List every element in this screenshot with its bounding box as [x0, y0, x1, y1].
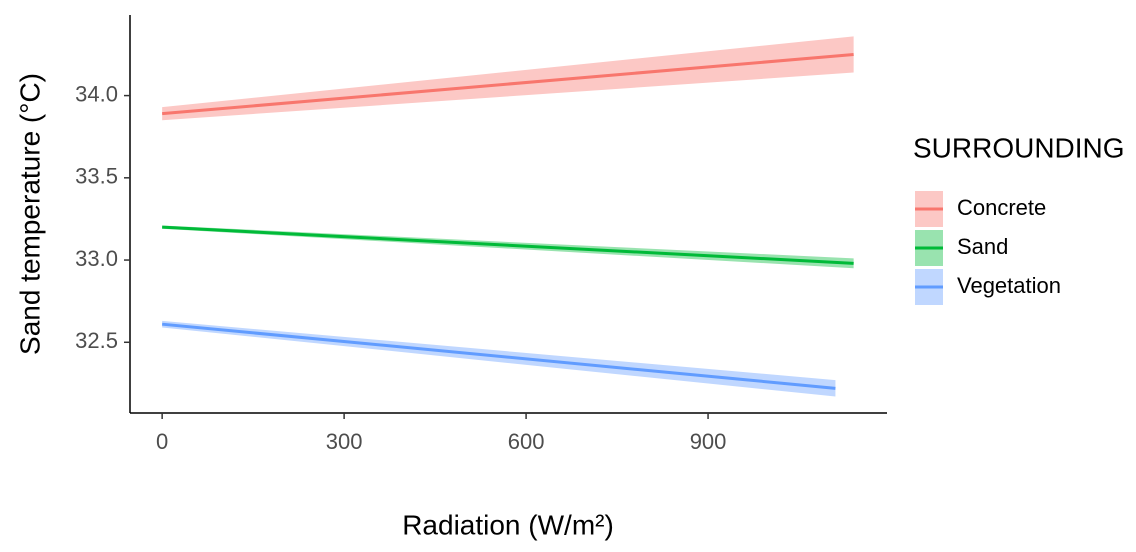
trend-line	[162, 322, 836, 390]
confidence-ribbon	[162, 320, 836, 397]
legend-label: Sand	[957, 234, 1008, 259]
x-tick-label: 900	[690, 429, 727, 454]
legend-title: SURROUNDING	[913, 132, 1125, 163]
y-tick-label: 34.0	[75, 81, 118, 106]
y-axis-title: Sand temperature (°C)	[14, 73, 45, 355]
y-tick-label: 33.0	[75, 246, 118, 271]
legend-label: Vegetation	[957, 273, 1061, 298]
y-tick-label: 32.5	[75, 328, 118, 353]
confidence-ribbon	[162, 36, 854, 121]
x-tick-label: 0	[156, 429, 168, 454]
y-tick-label: 33.5	[75, 164, 118, 189]
legend-label: Concrete	[957, 195, 1046, 220]
x-tick-label: 300	[326, 429, 363, 454]
trend-line	[162, 225, 854, 265]
x-axis-title: Radiation (W/m²)	[402, 509, 614, 540]
x-tick-label: 600	[508, 429, 545, 454]
trend-line	[162, 52, 854, 116]
